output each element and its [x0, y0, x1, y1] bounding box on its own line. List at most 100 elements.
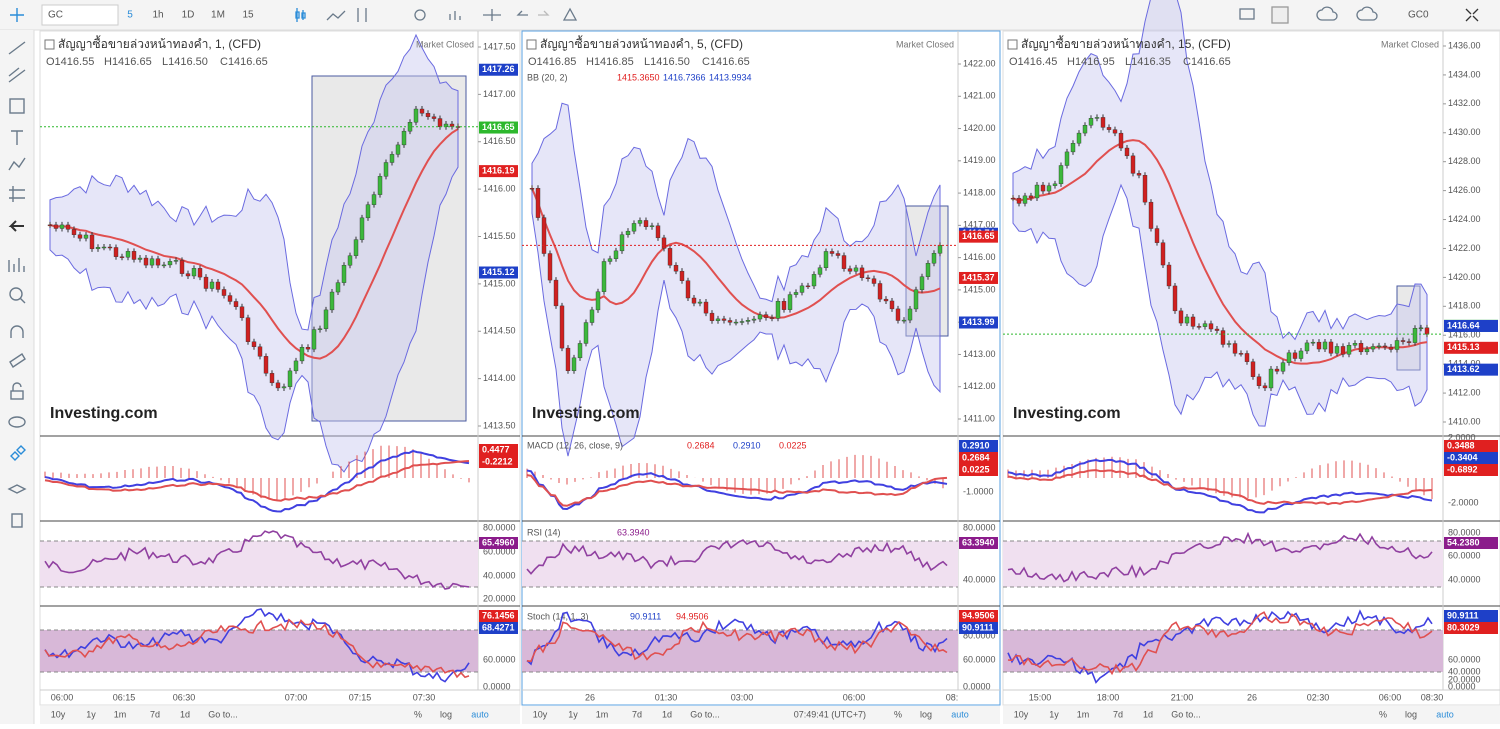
candle — [691, 297, 697, 304]
value-tag — [479, 456, 518, 468]
range-button[interactable]: 7d — [150, 709, 160, 719]
candle — [1148, 201, 1154, 229]
candle — [925, 263, 931, 277]
candle — [553, 279, 559, 307]
ohlc-value: O1416.55 — [46, 56, 94, 68]
range-button[interactable]: 1y — [86, 709, 96, 719]
interval-button[interactable]: 1M — [211, 10, 225, 21]
macd-tick-label: 2.0000 — [1448, 432, 1476, 442]
candle — [371, 194, 377, 205]
scale-button[interactable]: auto — [951, 709, 969, 719]
range-button[interactable]: 1m — [1077, 709, 1090, 719]
indicator-value: 0.2684 — [687, 440, 715, 450]
candle — [335, 282, 341, 293]
interval-button[interactable]: 15 — [242, 10, 254, 21]
candle — [871, 278, 877, 284]
price-tick-label: 1415.00 — [963, 284, 996, 294]
candle — [1154, 228, 1160, 243]
candle — [715, 318, 721, 321]
interval-button[interactable]: 5 — [127, 10, 133, 21]
collapse-icon[interactable] — [1007, 39, 1018, 50]
price-tick-label: 1416.50 — [483, 136, 516, 146]
range-button[interactable]: 1m — [596, 709, 609, 719]
scale-button[interactable]: log — [920, 709, 932, 719]
range-button[interactable]: Go to... — [1171, 709, 1201, 719]
toolbar-icons[interactable] — [295, 6, 1479, 24]
tool-icons[interactable] — [7, 8, 27, 528]
value-tag — [1444, 464, 1498, 476]
scale-button[interactable]: % — [414, 709, 422, 719]
candle — [1316, 341, 1322, 350]
candle — [1286, 352, 1292, 363]
range-button[interactable]: 1d — [1143, 709, 1153, 719]
interval-button[interactable]: 1D — [182, 10, 195, 21]
symbol-input[interactable] — [41, 4, 119, 26]
range-button[interactable]: 1m — [114, 709, 127, 719]
scale-button[interactable]: auto — [1436, 709, 1454, 719]
candle — [643, 220, 649, 227]
range-button[interactable]: 1y — [568, 709, 578, 719]
rsi-tick-label: 40.0000 — [963, 574, 996, 584]
chart-panel: สัญญาซื้อขายล่วงหน้าทองคำ, 5, (CFD) Marke… — [521, 30, 1001, 724]
market-status: Market Closed — [896, 39, 954, 49]
range-button[interactable]: 1y — [1049, 709, 1059, 719]
macd-line — [526, 469, 948, 511]
candle — [877, 283, 883, 300]
range-button[interactable]: 1d — [662, 709, 672, 719]
scale-button[interactable]: % — [894, 709, 902, 719]
candle — [835, 253, 841, 256]
candle — [1070, 143, 1076, 153]
price-tick-label: 1412.00 — [963, 381, 996, 391]
ohlc-value: O1416.85 — [528, 56, 576, 68]
candle — [559, 305, 565, 349]
candle — [197, 268, 203, 278]
candle — [107, 246, 113, 249]
candle — [143, 257, 149, 266]
candle — [739, 321, 745, 323]
scale-button[interactable]: auto — [471, 709, 489, 719]
candle — [1118, 132, 1124, 149]
range-button[interactable]: 10y — [51, 709, 66, 719]
candle — [727, 320, 733, 323]
time-label: 26 — [1247, 692, 1257, 702]
bottom-bar — [522, 706, 1000, 724]
range-button[interactable]: Go to... — [690, 709, 720, 719]
range-button[interactable]: 10y — [1014, 709, 1029, 719]
range-button[interactable]: 7d — [632, 709, 642, 719]
collapse-icon[interactable] — [526, 39, 537, 50]
candle — [1040, 184, 1046, 192]
price-tick-label: 1422.00 — [963, 58, 996, 68]
candle — [1382, 345, 1388, 348]
price-tick-label: 1417.00 — [963, 220, 996, 230]
price-tick-label: 1422.00 — [1448, 243, 1481, 253]
value-tag — [1444, 452, 1498, 464]
right-symbol[interactable]: GC0 — [1408, 10, 1429, 21]
candle — [317, 328, 323, 330]
scale-button[interactable]: log — [440, 709, 452, 719]
value-tag-label: 54.2380 — [1447, 537, 1480, 547]
candle — [203, 276, 209, 289]
collapse-icon[interactable] — [44, 39, 55, 50]
value-tag — [1444, 537, 1498, 549]
rsi-tick-label: 40.0000 — [1448, 574, 1481, 584]
range-button[interactable]: 10y — [533, 709, 548, 719]
candle — [95, 247, 101, 250]
bollinger-band — [1012, 0, 1428, 427]
interval-button[interactable]: 1h — [152, 10, 163, 21]
candle — [1226, 343, 1232, 345]
scale-button[interactable]: log — [1405, 709, 1417, 719]
clock: 07:49:41 (UTC+7) — [794, 709, 866, 719]
panel-title: สัญญาซื้อขายล่วงหน้าทองคำ, 5, (CFD) — [540, 35, 743, 51]
candle — [1406, 341, 1412, 343]
candle — [161, 264, 167, 267]
candle — [389, 154, 395, 163]
stoch-tick-label: 0.0000 — [483, 681, 511, 691]
range-button[interactable]: 7d — [1113, 709, 1123, 719]
scale-button[interactable]: % — [1379, 709, 1387, 719]
range-button[interactable]: 1d — [180, 709, 190, 719]
candle — [1082, 125, 1088, 134]
range-button[interactable]: Go to... — [208, 709, 238, 719]
candle — [59, 224, 65, 229]
value-tag — [479, 622, 518, 634]
